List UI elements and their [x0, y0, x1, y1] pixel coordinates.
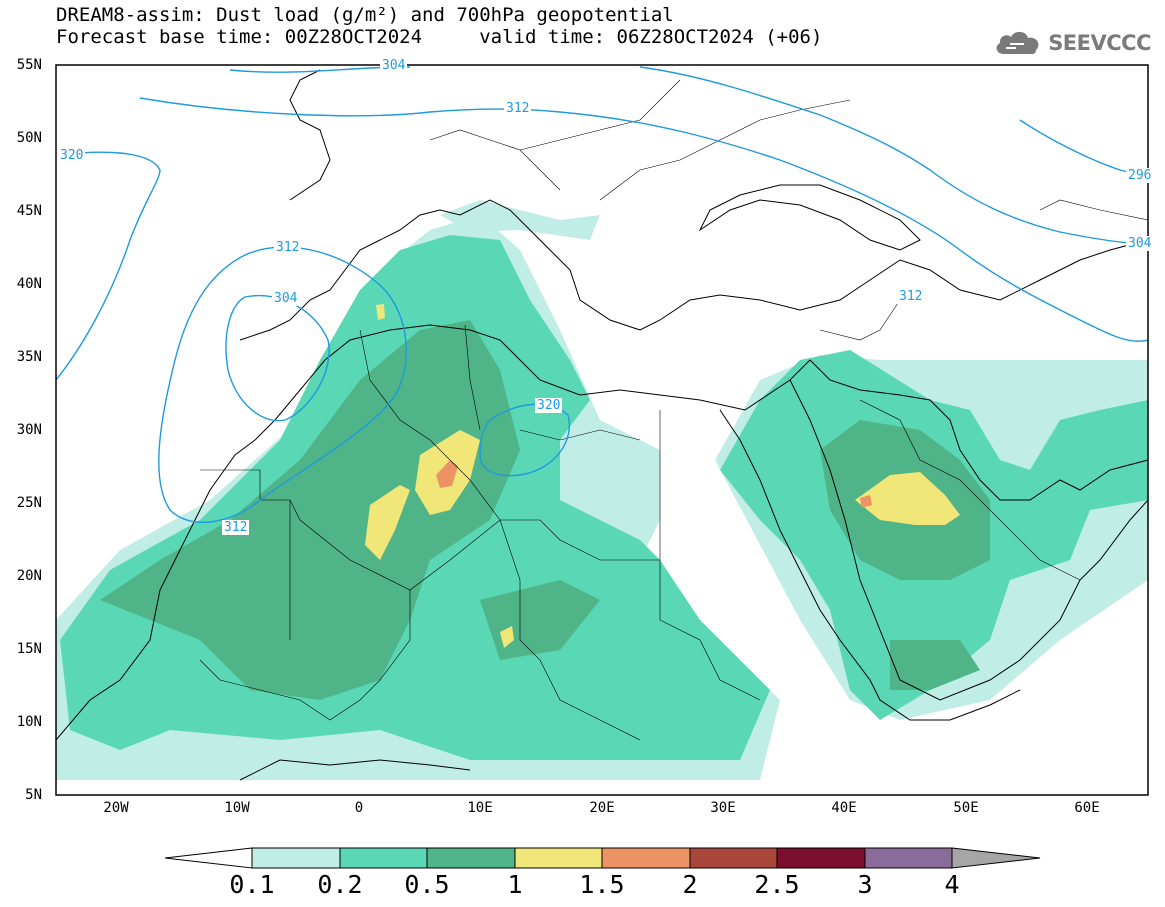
colorbar-swatch — [514, 847, 603, 869]
contour-label: 304 — [272, 291, 300, 306]
lat-tick-label: 20N — [16, 568, 42, 584]
colorbar-tick-label: 1.5 — [579, 870, 625, 899]
contour-label: 320 — [58, 148, 86, 163]
lat-tick-label: 45N — [16, 203, 42, 219]
colorbar-tick-label: 2 — [682, 870, 698, 899]
cloud-icon — [996, 31, 1039, 54]
contour-label: 312 — [222, 520, 250, 535]
colorbar-swatch — [689, 847, 778, 869]
lon-tick-label: 30E — [710, 800, 736, 816]
lat-tick-label: 15N — [16, 641, 42, 657]
colorbar-tick-label: 0.2 — [317, 870, 363, 899]
colorbar-swatch — [426, 847, 516, 869]
lat-tick-label: 25N — [16, 495, 42, 511]
lon-tick-label: 50E — [953, 800, 979, 816]
lat-tick-label: 55N — [16, 57, 42, 73]
contour-label: 312 — [504, 101, 532, 116]
lon-tick-label: 40E — [831, 800, 857, 816]
lon-tick-label: 20E — [589, 800, 615, 816]
colorbar-swatch — [339, 847, 428, 869]
colorbar-tick-label: 2.5 — [754, 870, 800, 899]
colorbar-swatch — [776, 847, 866, 869]
country-borders — [199, 79, 1148, 741]
contour-label: 312 — [897, 289, 925, 304]
colorbar-tick-label: 4 — [944, 870, 960, 899]
colorbar-swatch — [601, 847, 691, 869]
lat-tick-label: 30N — [16, 422, 42, 438]
colorbar-over-arrow — [951, 847, 1041, 869]
contour-label: 304 — [1126, 236, 1154, 251]
lon-tick-label: 60E — [1074, 800, 1100, 816]
coastlines — [56, 69, 1148, 781]
colorbar-tick-label: 0.5 — [404, 870, 450, 899]
contour-label: 296 — [1126, 168, 1154, 183]
lat-tick-label: 50N — [16, 130, 42, 146]
colorbar-swatch — [251, 847, 341, 869]
logo-text: SEEVCCC — [1048, 31, 1151, 55]
colorbar-tick-label: 1 — [507, 870, 523, 899]
colorbar-tick-label: 3 — [857, 870, 873, 899]
lat-tick-label: 5N — [25, 787, 42, 803]
lat-tick-label: 35N — [16, 349, 42, 365]
lon-tick-label: 0 — [354, 800, 364, 816]
lon-tick-label: 10W — [224, 800, 250, 816]
colorbar-under-arrow — [164, 847, 253, 869]
chart-title-line-2: Forecast base time: 00Z28OCT2024 valid t… — [56, 26, 823, 48]
map-frame — [55, 64, 1149, 796]
lon-tick-label: 20W — [103, 800, 129, 816]
chart-title-line-1: DREAM8-assim: Dust load (g/m²) and 700hP… — [56, 4, 674, 26]
lon-tick-label: 10E — [467, 800, 493, 816]
colorbar-tick-label: 0.1 — [229, 870, 275, 899]
seevccc-logo: SEEVCCC — [992, 27, 1151, 59]
contour-label: 304 — [380, 58, 408, 73]
contour-label: 320 — [535, 398, 563, 413]
lat-tick-label: 40N — [16, 276, 42, 292]
contour-label: 312 — [274, 240, 302, 255]
dust-level-1.5 — [436, 460, 872, 508]
lat-tick-label: 10N — [16, 714, 42, 730]
colorbar-swatch — [864, 847, 953, 869]
